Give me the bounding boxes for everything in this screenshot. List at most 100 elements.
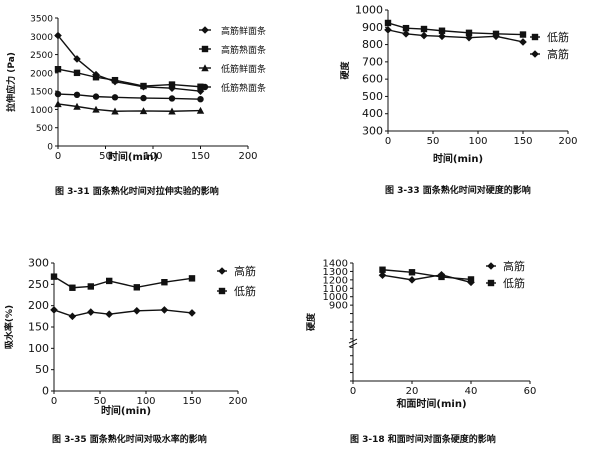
legend-label: 高筋熟面条 xyxy=(221,44,266,56)
chart-3: 0 50 100 150 200 250 300 0 50 100 150 200 时间(min) 吸水率… xyxy=(3,257,256,446)
x-tick-label: 20 xyxy=(406,386,419,397)
data-point xyxy=(50,273,58,280)
figure-caption: 图 3-31 面条熟化时间对拉伸实验的影响 xyxy=(55,185,219,197)
data-point xyxy=(519,38,527,46)
legend-label: 高筋 xyxy=(547,47,569,61)
data-point xyxy=(111,76,119,84)
data-point xyxy=(384,26,392,34)
x-tick-label: 200 xyxy=(558,136,577,147)
y-tick-label: 1500 xyxy=(30,88,53,98)
x-tick-label: 40 xyxy=(465,386,478,397)
data-point xyxy=(54,100,62,108)
data-point xyxy=(54,90,62,98)
x-tick-label: 0 xyxy=(350,386,356,397)
y-tick-label: 300 xyxy=(28,257,49,270)
y-tick-label: 800 xyxy=(362,38,383,51)
data-point xyxy=(68,312,77,321)
y-tick-label: 1000 xyxy=(323,292,348,303)
data-point xyxy=(92,105,100,113)
series-4 xyxy=(54,90,204,103)
data-point xyxy=(139,107,148,115)
x-axis-title: 时间(min) xyxy=(433,152,483,165)
x-tick-label: 150 xyxy=(182,396,201,407)
x-axis-title: 和面时间(min) xyxy=(395,397,466,410)
legend-label: 高筋鲜面条 xyxy=(221,25,266,37)
series-line xyxy=(382,269,472,281)
data-point xyxy=(378,271,387,280)
x-axis-title: 时间(min) xyxy=(101,404,151,417)
data-point xyxy=(161,279,168,286)
data-point xyxy=(492,32,500,41)
data-point xyxy=(379,266,386,273)
y-tick-label: 300 xyxy=(362,125,383,138)
x-tick-label: 50 xyxy=(99,151,112,162)
figure-caption: 图 3-35 面条熟化时间对吸水率的影响 xyxy=(52,433,207,445)
y-tick-label: 1000 xyxy=(355,4,383,17)
y-tick-label: 400 xyxy=(362,107,383,120)
legend-entry: 低筋 xyxy=(486,276,525,290)
series-2 xyxy=(54,66,204,90)
data-point xyxy=(87,283,94,290)
y-tick-label: 1100 xyxy=(323,284,348,295)
legend-label: 高筋 xyxy=(234,264,256,278)
data-point xyxy=(420,25,428,33)
legend-label: 低筋熟面条 xyxy=(221,82,266,94)
data-point xyxy=(111,107,119,115)
data-point xyxy=(92,74,100,81)
data-point xyxy=(50,306,58,314)
y-tick-label: 700 xyxy=(362,55,383,68)
legend-marker xyxy=(201,26,209,34)
legend-label: 低筋 xyxy=(547,30,569,44)
chart-2: 300 400 500 600 700 800 900 1000 0 50 100 150 200 时间(… xyxy=(339,4,578,197)
data-point xyxy=(402,30,410,38)
data-point xyxy=(465,33,473,42)
chart-1: 0 500 1000 1500 2000 2500 3000 3500 0 50 100 150 200… xyxy=(5,15,266,198)
data-point xyxy=(438,27,446,34)
legend-entry: 低筋 xyxy=(217,284,256,298)
data-point xyxy=(420,31,428,40)
data-point xyxy=(54,31,62,40)
y-tick-label: 1000 xyxy=(30,106,53,116)
data-point xyxy=(402,24,410,32)
x-tick-label: 0 xyxy=(51,396,57,407)
data-point xyxy=(106,277,113,285)
y-tick-label: 1300 xyxy=(323,267,348,278)
data-point xyxy=(168,95,176,102)
data-point xyxy=(197,95,204,103)
legend-entry: 低筋鲜面条 xyxy=(199,63,266,75)
x-tick-label: 100 xyxy=(136,396,155,407)
data-point xyxy=(188,309,196,317)
data-point xyxy=(69,284,76,291)
x-tick-label: 0 xyxy=(55,151,61,162)
y-tick-label: 600 xyxy=(362,73,383,86)
data-point xyxy=(196,106,205,114)
legend-marker xyxy=(201,64,209,72)
x-tick-label: 150 xyxy=(191,151,210,162)
legend-marker xyxy=(218,287,226,295)
legend-marker xyxy=(201,45,209,53)
data-point xyxy=(438,273,445,281)
data-point xyxy=(111,94,119,101)
x-axis-title: 时间(min) xyxy=(108,150,158,163)
y-tick-label: 0 xyxy=(47,143,53,153)
x-tick-label: 200 xyxy=(228,396,247,407)
y-axis-title: 硬度 xyxy=(339,61,351,80)
data-point xyxy=(467,276,475,283)
data-point xyxy=(73,91,81,99)
data-point xyxy=(105,310,113,318)
data-point xyxy=(133,284,140,291)
legend-label: 低筋 xyxy=(503,276,525,290)
legend-entry: 低筋 xyxy=(530,30,569,44)
figure-caption: 图 3-33 面条熟化时间对硬度的影响 xyxy=(385,184,531,196)
y-axis-title: 拉伸应力 (Pa) xyxy=(5,52,17,112)
legend-entry: 高筋熟面条 xyxy=(199,44,266,56)
series-2 xyxy=(50,273,196,291)
y-tick-label: 2000 xyxy=(30,69,53,79)
data-point xyxy=(73,55,81,63)
series-3 xyxy=(54,100,205,115)
y-tick-label: 200 xyxy=(28,299,49,312)
y-tick-label: 2500 xyxy=(30,51,53,61)
legend-entry: 高筋 xyxy=(217,264,256,278)
